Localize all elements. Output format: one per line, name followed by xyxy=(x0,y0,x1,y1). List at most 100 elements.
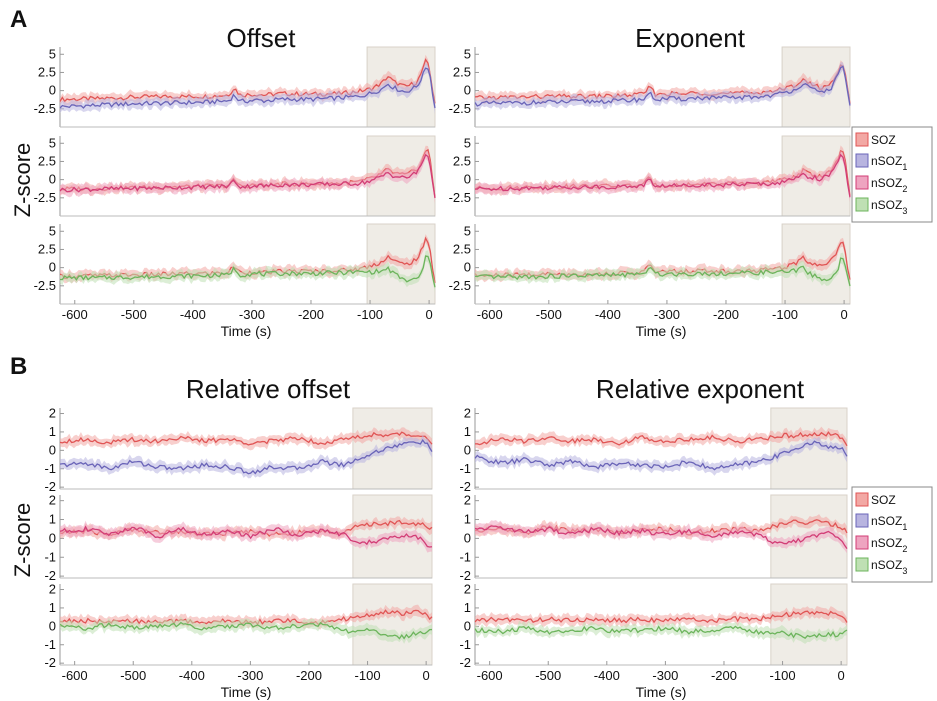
legend-b-swatch-nsoz1 xyxy=(855,513,869,528)
legend-a-swatch-nsoz2 xyxy=(855,175,869,190)
y-tick-label: 0 xyxy=(464,618,471,633)
series-line-nsoz1 xyxy=(59,67,436,109)
y-tick-label: 5 xyxy=(49,135,56,150)
subplot-row-3: 2 1 0 -1 -2 xyxy=(44,582,433,670)
x-tick-label: -300 xyxy=(654,307,680,322)
x-tick-label: -200 xyxy=(296,668,322,683)
legend-a-swatch-nsoz3 xyxy=(855,197,869,212)
y-tick-label: 2 xyxy=(464,582,471,597)
y-tick-label: 1 xyxy=(49,424,56,439)
chart-title-relative-exponent: Relative exponent xyxy=(596,374,805,404)
y-tick-label: -2 xyxy=(44,479,56,494)
y-tick-label: 2.5 xyxy=(453,241,471,256)
x-tick-label: -400 xyxy=(595,307,621,322)
series-band-nsoz3 xyxy=(60,250,435,293)
y-tick-label: -2.5 xyxy=(449,190,471,205)
ylabel-a: Z-score xyxy=(10,143,35,218)
y-tick-label: 2.5 xyxy=(38,64,56,79)
series-line-soz xyxy=(474,610,848,624)
x-tick-label: -600 xyxy=(62,668,88,683)
y-tick-label: -2 xyxy=(459,479,471,494)
chart-title-relative-offset: Relative offset xyxy=(186,374,351,404)
y-tick-label: 1 xyxy=(464,424,471,439)
subplot-row-3: 2 1 0 -1 -2 xyxy=(459,582,848,670)
x-tick-label: 0 xyxy=(840,307,847,322)
legend-b: SOZ nSOZ1 nSOZ2 nSOZ3 xyxy=(851,486,933,583)
series-line-nsoz3 xyxy=(474,625,848,639)
series-line-soz xyxy=(474,431,848,447)
series-band-nsoz3 xyxy=(475,620,847,644)
xlabel-relative-offset: Time (s) xyxy=(221,684,272,700)
series-band-soz xyxy=(60,427,432,451)
y-tick-label: 2 xyxy=(49,493,56,508)
series-band-nsoz3 xyxy=(475,252,850,292)
x-tick-label: -500 xyxy=(121,307,147,322)
ylabel-b: Z-score xyxy=(10,503,35,578)
y-tick-label: 5 xyxy=(49,223,56,238)
subplot-row-3: 5 2.5 0 -2.5 xyxy=(449,223,851,305)
x-tick-label: -300 xyxy=(239,307,265,322)
y-tick-label: 2.5 xyxy=(38,241,56,256)
x-tick-label: 0 xyxy=(838,668,845,683)
y-tick-label: -2.5 xyxy=(34,278,56,293)
xlabel-exponent: Time (s) xyxy=(636,323,687,339)
series-line-nsoz1 xyxy=(59,439,433,475)
series-line-nsoz2 xyxy=(59,153,436,198)
x-tick-label: -300 xyxy=(237,668,263,683)
legend-b-swatch-nsoz2 xyxy=(855,535,869,550)
y-tick-label: 0 xyxy=(464,172,471,187)
subplot-row-2: 5 2.5 0 -2.5 xyxy=(34,135,436,217)
legend-b-label-soz: SOZ xyxy=(871,493,896,507)
x-tick-label: -100 xyxy=(357,307,383,322)
legend-b-swatch-nsoz3 xyxy=(855,557,869,572)
y-tick-label: -2.5 xyxy=(34,101,56,116)
x-tick-label: -500 xyxy=(535,668,561,683)
y-tick-label: -1 xyxy=(459,461,471,476)
series-band-soz xyxy=(475,60,850,110)
subplot-row-1: 5 2.5 0 -2.5 xyxy=(449,46,851,128)
y-tick-label: 0 xyxy=(49,83,56,98)
y-tick-label: 0 xyxy=(49,618,56,633)
series-line-nsoz1 xyxy=(474,440,848,471)
y-tick-label: 1 xyxy=(49,600,56,615)
series-band-nsoz1 xyxy=(475,436,847,476)
x-tick-label: 0 xyxy=(425,307,432,322)
y-tick-label: -2 xyxy=(459,568,471,583)
x-tick-label: -300 xyxy=(652,668,678,683)
y-tick-label: 0 xyxy=(464,260,471,275)
x-tick-label: -500 xyxy=(536,307,562,322)
chart-exponent: 5 2.5 0 -2.5 5 2.5 0 -2.5 5 2.5 0 -2.5 -600 -500 -400 -… xyxy=(449,46,851,322)
y-tick-label: 5 xyxy=(464,135,471,150)
chart-offset: 5 2.5 0 -2.5 5 2.5 0 -2.5 5 2.5 0 -2.5 -600 -500 -400 -… xyxy=(34,46,436,322)
x-tick-label: -100 xyxy=(770,668,796,683)
y-tick-label: -2.5 xyxy=(34,190,56,205)
subplot-row-2: 2 1 0 -1 -2 xyxy=(44,493,433,583)
y-tick-label: 5 xyxy=(49,46,56,61)
x-tick-label: -100 xyxy=(355,668,381,683)
chart-title-exponent: Exponent xyxy=(635,23,746,53)
legend-a-swatch-nsoz1 xyxy=(855,153,869,168)
y-tick-label: -2 xyxy=(459,655,471,670)
legend-b-label-nsoz2: nSOZ2 xyxy=(871,536,907,554)
y-tick-label: 0 xyxy=(49,172,56,187)
y-tick-label: 5 xyxy=(464,223,471,238)
series-band-nsoz3 xyxy=(60,616,432,644)
y-tick-label: -1 xyxy=(44,549,56,564)
x-tick-label: -600 xyxy=(477,307,503,322)
xlabel-offset: Time (s) xyxy=(221,323,272,339)
y-tick-label: -2.5 xyxy=(449,101,471,116)
subplot-row-1: 2 1 0 -1 -2 xyxy=(459,406,848,494)
legend-b-label-nsoz3: nSOZ3 xyxy=(871,558,907,576)
subplot-row-1: 5 2.5 0 -2.5 xyxy=(34,46,436,128)
x-tick-label: -200 xyxy=(713,307,739,322)
series-band-nsoz1 xyxy=(475,62,850,112)
y-tick-label: 2 xyxy=(464,493,471,508)
x-tick-label: -500 xyxy=(120,668,146,683)
legend-a-swatch-soz xyxy=(855,132,869,147)
y-tick-label: -1 xyxy=(459,549,471,564)
y-tick-label: 0 xyxy=(49,260,56,275)
y-tick-label: 0 xyxy=(464,442,471,457)
y-tick-label: 0 xyxy=(49,442,56,457)
series-line-nsoz3 xyxy=(59,621,433,640)
